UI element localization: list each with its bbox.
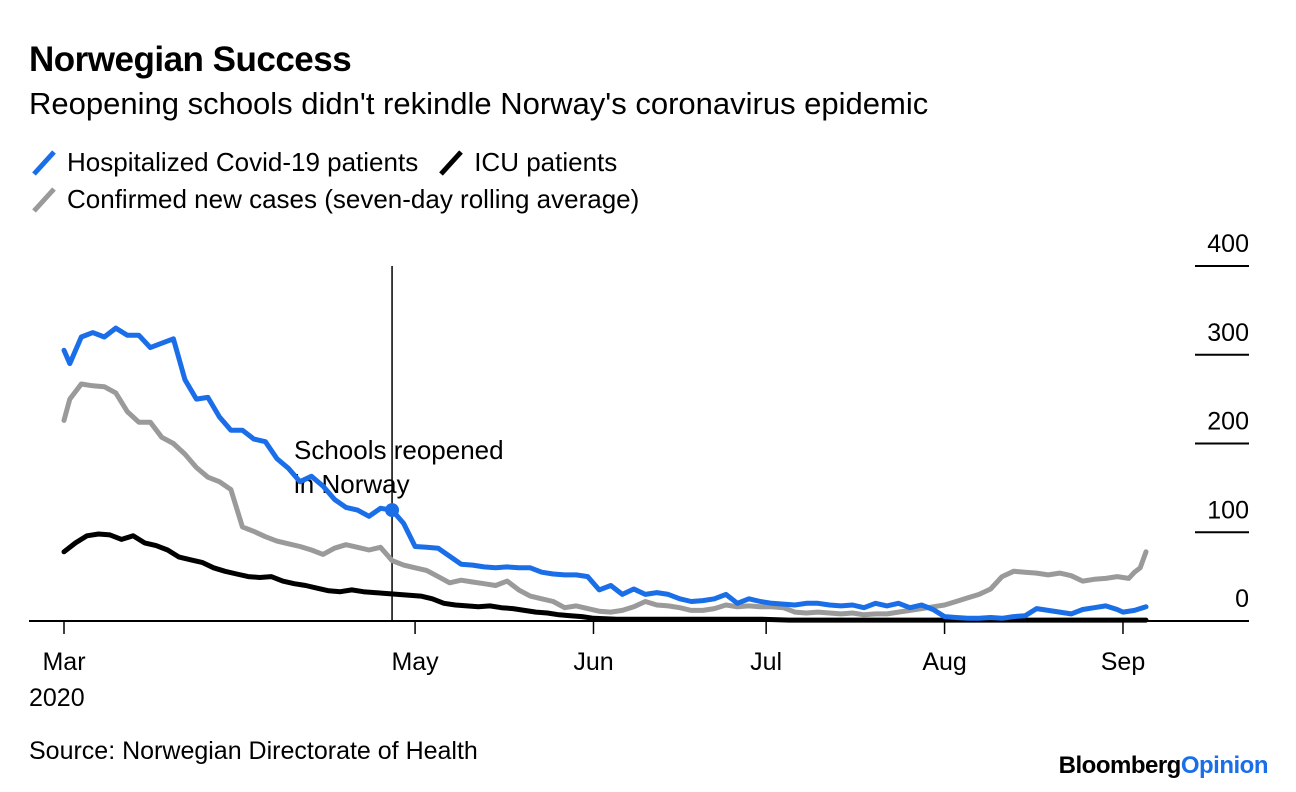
- x-tick-label: Jul: [750, 648, 782, 676]
- brand-logo: BloombergOpinion: [1058, 752, 1269, 780]
- legend-item-cases: Confirmed new cases (seven-day rolling a…: [29, 184, 639, 215]
- x-tick-label: Mar: [42, 648, 85, 676]
- brand-logo-part2: Opinion: [1180, 752, 1269, 779]
- source-note: Source: Norwegian Directorate of Health: [29, 737, 478, 765]
- brand-logo-part1: Bloomberg: [1058, 752, 1182, 779]
- x-tick-label: Aug: [922, 648, 966, 676]
- legend-item-icu: ICU patients: [436, 147, 617, 178]
- annotation-label-line2: in Norway: [294, 469, 410, 499]
- legend-row-1: Hospitalized Covid-19 patients ICU patie…: [29, 147, 635, 178]
- x-tick-label: Sep: [1101, 648, 1145, 676]
- chart-subtitle: Reopening schools didn't rekindle Norway…: [29, 86, 929, 121]
- legend-item-hospitalized: Hospitalized Covid-19 patients: [29, 147, 418, 178]
- y-tick-label: 200: [1207, 408, 1249, 436]
- x-tick-label: May: [391, 648, 439, 676]
- y-tick-label: 100: [1207, 496, 1249, 524]
- legend-row-2: Confirmed new cases (seven-day rolling a…: [29, 184, 657, 215]
- x-tick-label: Jun: [573, 648, 613, 676]
- y-tick-label: 300: [1207, 319, 1249, 347]
- legend-swatch-icu: [439, 149, 464, 176]
- legend-label-cases: Confirmed new cases (seven-day rolling a…: [67, 184, 640, 214]
- chart-title: Norwegian Success: [29, 40, 352, 79]
- series-cases-line: [61, 381, 1149, 618]
- legend-swatch-cases: [32, 186, 56, 213]
- y-tick-label: 400: [1207, 230, 1249, 258]
- legend-swatch-hospitalized: [32, 149, 56, 176]
- annotation-label-line1: Schools reopened: [294, 435, 504, 465]
- series-hospitalized-line: [61, 325, 1149, 621]
- series-icu-line: [61, 531, 1149, 623]
- legend-label-hospitalized: Hospitalized Covid-19 patients: [67, 147, 419, 177]
- x-tick-sublabel: 2020: [29, 684, 85, 712]
- legend-label-icu: ICU patients: [474, 147, 618, 177]
- annotation-marker: [385, 503, 400, 518]
- y-tick-label: 0: [1235, 585, 1249, 613]
